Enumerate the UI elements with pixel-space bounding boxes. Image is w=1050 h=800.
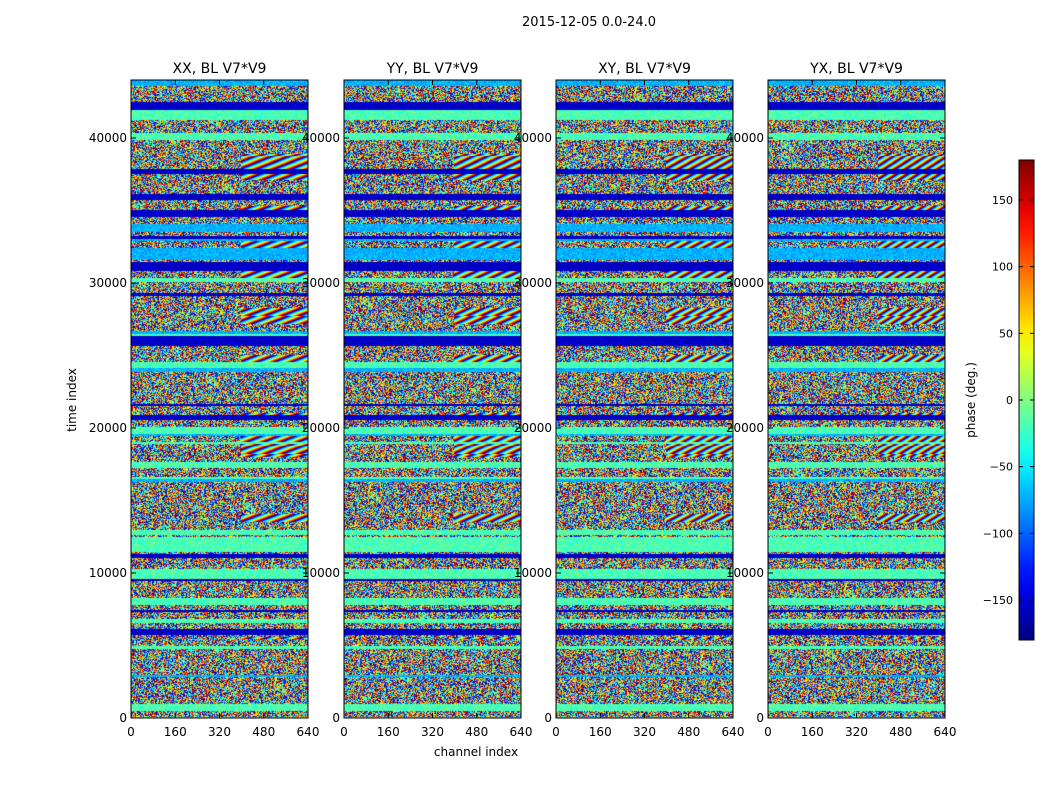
y-tick-label: 40000 — [514, 131, 552, 145]
y-tick-label: 10000 — [726, 566, 764, 580]
colorbar-tick-label: −50 — [990, 461, 1013, 474]
phase-heatmap — [768, 80, 945, 718]
y-tick-label: 30000 — [514, 276, 552, 290]
x-tick-label: 160 — [801, 725, 824, 739]
y-tick-label: 30000 — [302, 276, 340, 290]
x-tick-label: 640 — [934, 725, 957, 739]
panel-xy: XY, BL V7*V9 0 160 320 480 640 0 10000 20000 3000… — [514, 61, 745, 739]
x-tick-label: 0 — [552, 725, 560, 739]
x-tick-label: 480 — [677, 725, 700, 739]
panel-title: XY, BL V7*V9 — [598, 61, 691, 77]
panel-title: YY, BL V7*V9 — [386, 61, 479, 77]
panel-title: YX, BL V7*V9 — [809, 61, 903, 77]
panel-xx: XX, BL V7*V9 0 160 320 480 640 0 10000 20000 3000… — [89, 61, 320, 739]
x-tick-label: 480 — [889, 725, 912, 739]
y-tick-label: 10000 — [514, 566, 552, 580]
colorbar-label: phase (deg.) — [964, 362, 978, 438]
x-tick-label: 0 — [764, 725, 772, 739]
y-axis-label: time index — [65, 368, 79, 432]
y-tick-label: 40000 — [89, 131, 127, 145]
colorbar-tick-label: −100 — [983, 527, 1013, 540]
y-tick-label: 10000 — [89, 566, 127, 580]
x-tick-label: 320 — [421, 725, 444, 739]
x-tick-label: 480 — [252, 725, 275, 739]
y-tick-label: 40000 — [302, 131, 340, 145]
colorbar-tick-label: 50 — [999, 327, 1013, 340]
phase-heatmap — [556, 80, 733, 718]
x-tick-label: 320 — [845, 725, 868, 739]
y-tick-label: 20000 — [514, 421, 552, 435]
x-tick-label: 0 — [340, 725, 348, 739]
panel-yx: YX, BL V7*V9 0 160 320 480 640 0 10000 20000 3000… — [726, 61, 957, 739]
x-tick-label: 480 — [465, 725, 488, 739]
colorbar-tick-label: 0 — [1006, 394, 1013, 407]
x-tick-label: 160 — [377, 725, 400, 739]
y-tick-label: 30000 — [726, 276, 764, 290]
y-tick-label: 10000 — [302, 566, 340, 580]
figure-title: 2015-12-05 0.0-24.0 — [522, 15, 656, 30]
x-tick-label: 0 — [127, 725, 135, 739]
phase-heatmap — [344, 80, 521, 718]
x-tick-label: 640 — [297, 725, 320, 739]
x-tick-label: 160 — [164, 725, 187, 739]
x-tick-label: 320 — [208, 725, 231, 739]
y-tick-label: 20000 — [302, 421, 340, 435]
panel-yy: YY, BL V7*V9 0 160 320 480 640 0 10000 20000 3000… — [302, 61, 533, 739]
colorbar-tick-label: 100 — [992, 261, 1013, 274]
y-tick-label: 40000 — [726, 131, 764, 145]
y-tick-label: 30000 — [89, 276, 127, 290]
x-axis-label: channel index — [434, 745, 518, 759]
x-tick-label: 160 — [589, 725, 612, 739]
panel-title: XX, BL V7*V9 — [173, 61, 267, 77]
y-tick-label: 20000 — [89, 421, 127, 435]
y-tick-label: 20000 — [726, 421, 764, 435]
x-tick-label: 640 — [722, 725, 745, 739]
y-tick-label: 0 — [332, 711, 340, 725]
colorbar-tick-label: 150 — [992, 194, 1013, 207]
phase-heatmap — [131, 80, 308, 718]
x-tick-label: 320 — [633, 725, 656, 739]
y-tick-label: 0 — [119, 711, 127, 725]
y-tick-label: 0 — [756, 711, 764, 725]
colorbar-tick-label: −150 — [983, 594, 1013, 607]
y-tick-label: 0 — [544, 711, 552, 725]
x-tick-label: 640 — [510, 725, 533, 739]
